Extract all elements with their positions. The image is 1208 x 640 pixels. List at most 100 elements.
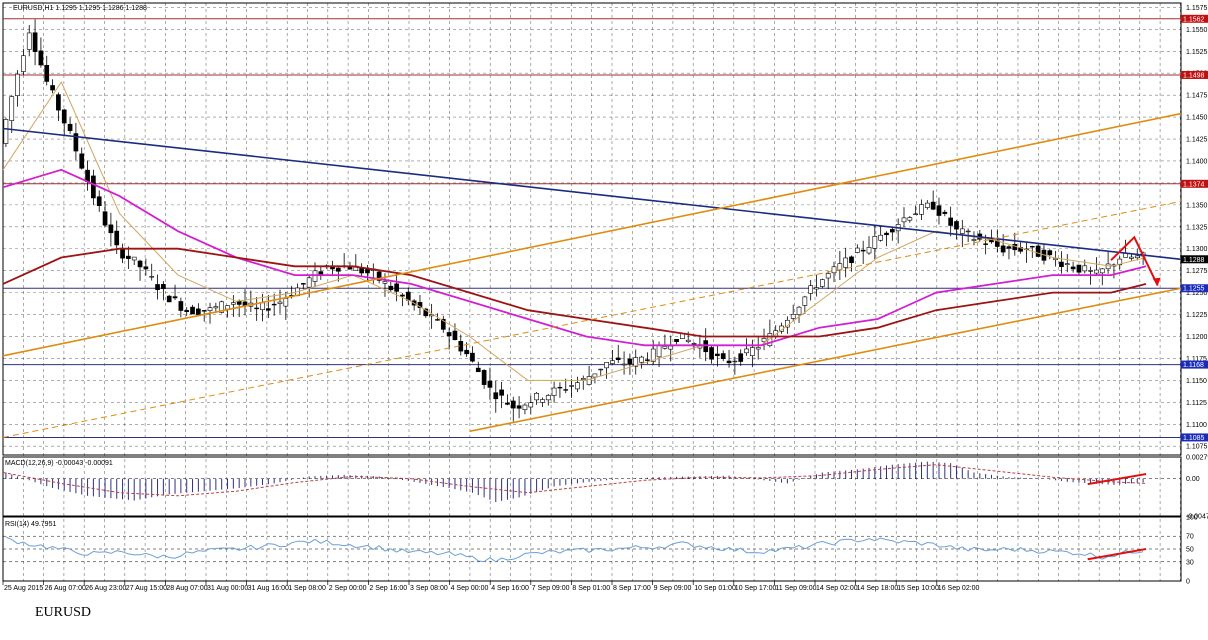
candle-body [516, 405, 522, 409]
candle-body [254, 307, 260, 310]
rsi-divergence-line [1087, 548, 1147, 561]
y-tick-label: 1.1125 [1186, 400, 1207, 407]
candle-body [849, 256, 854, 264]
candle-body [108, 224, 114, 234]
candle-body [120, 247, 125, 259]
candle-body [825, 273, 831, 279]
moving-average-line [2, 80, 1147, 381]
candle-body [172, 296, 178, 299]
candle-body [650, 348, 656, 362]
candle-body [1029, 245, 1035, 248]
candle-body [557, 386, 563, 389]
candle-body [615, 357, 621, 360]
candle-body [767, 333, 773, 347]
candle-body [487, 380, 493, 388]
price-level-label: 1.1498 [1183, 72, 1205, 79]
candle-body [283, 298, 289, 307]
candle-body [1076, 264, 1082, 273]
y-tick-label: 1.1575 [1186, 5, 1208, 12]
candle-body [569, 385, 574, 387]
candle-body [388, 285, 394, 291]
candle-body [196, 308, 201, 315]
candle-body [738, 353, 744, 362]
candle-body [954, 221, 959, 230]
candle-body [1117, 258, 1123, 266]
candle-body [166, 295, 172, 303]
macd-tick-label: 0.00 [1186, 476, 1200, 483]
macd-divergence-line [1087, 473, 1147, 486]
candle-body [15, 73, 20, 96]
candle-body [3, 119, 9, 144]
candle-body [715, 353, 720, 357]
rsi-tick-label: 30 [1186, 559, 1194, 566]
candle-body [878, 234, 884, 241]
candle-body [674, 338, 679, 342]
x-tick-label: 31 Aug 16:00 [248, 585, 289, 592]
price-level-box [1181, 179, 1208, 188]
y-tick-label: 1.1550 [1186, 27, 1208, 34]
y-tick-label: 1.1475 [1186, 93, 1208, 100]
x-tick-label: 26 Aug 07:00 [45, 585, 86, 592]
rsi-title: RSI(14) 49.7951 [5, 521, 56, 528]
rsi-tick-label: 0 [1186, 579, 1190, 586]
candle-body [1053, 258, 1058, 261]
y-tick-label: 1.1325 [1186, 224, 1208, 231]
axes: 25 Aug 2015 26 Aug 07:00 26 Aug 23:00 27 Au… [2, 5, 1208, 592]
price-level-box [1181, 433, 1208, 442]
candle-body [376, 271, 382, 281]
candle-body [190, 306, 195, 315]
x-tick-label: 2 Sep 16:00 [369, 585, 407, 592]
candle-body [131, 256, 137, 261]
candle-body [855, 247, 860, 253]
rsi-tick-label: 100 [1186, 515, 1198, 522]
candle-body [610, 360, 615, 364]
candle-body [668, 345, 674, 350]
x-tick-label: 11 Sep 09:00 [775, 585, 816, 592]
candle-body [126, 255, 131, 259]
candle-body [802, 296, 808, 306]
candle-body [971, 239, 977, 241]
x-tick-label: 3 Sep 08:00 [410, 585, 448, 592]
price-level-label: 1.1255 [1183, 286, 1205, 293]
candle-body [61, 109, 67, 124]
candle-body [959, 228, 965, 234]
candle-body [470, 352, 475, 362]
candle-body [580, 378, 586, 380]
candle-body [440, 318, 446, 330]
candle-body [114, 230, 120, 246]
candle-body [9, 96, 15, 121]
candle-body [161, 284, 166, 290]
candle-body [56, 94, 61, 111]
candle-body [1088, 270, 1093, 272]
candle-body [907, 217, 913, 221]
candle-body [277, 301, 283, 304]
y-tick-label: 1.1100 [1186, 422, 1207, 429]
chart-title: EURUSD,H1 1.1295 1.1295 1.1286 1.1288 [13, 5, 147, 12]
price-level-box [1181, 360, 1208, 369]
candle-body [639, 356, 644, 363]
candle-body [1129, 256, 1134, 259]
y-tick-label: 1.1075 [1186, 444, 1208, 451]
candle-body [1064, 263, 1070, 265]
candle-body [91, 175, 96, 199]
x-tick-label: 15 Sep 10:00 [897, 585, 939, 592]
rsi-tick-label: 70 [1186, 534, 1194, 541]
candle-body [50, 85, 55, 91]
candle-body [843, 257, 849, 268]
candle-body [814, 287, 819, 290]
candle-body [709, 347, 714, 360]
x-tick-label: 28 Aug 07:00 [166, 585, 207, 592]
candle-body [481, 370, 487, 385]
candle-body [872, 236, 878, 249]
candle-body [26, 32, 32, 50]
candle-body [79, 153, 85, 169]
candle-body [1134, 255, 1140, 259]
candle-body [510, 400, 516, 409]
price-level-box [1181, 70, 1208, 79]
x-tick-label: 16 Sep 02:00 [938, 585, 980, 592]
candle-body [400, 294, 405, 297]
candle-body [1070, 266, 1076, 270]
candle-body [796, 306, 802, 316]
candle-body [499, 389, 504, 396]
